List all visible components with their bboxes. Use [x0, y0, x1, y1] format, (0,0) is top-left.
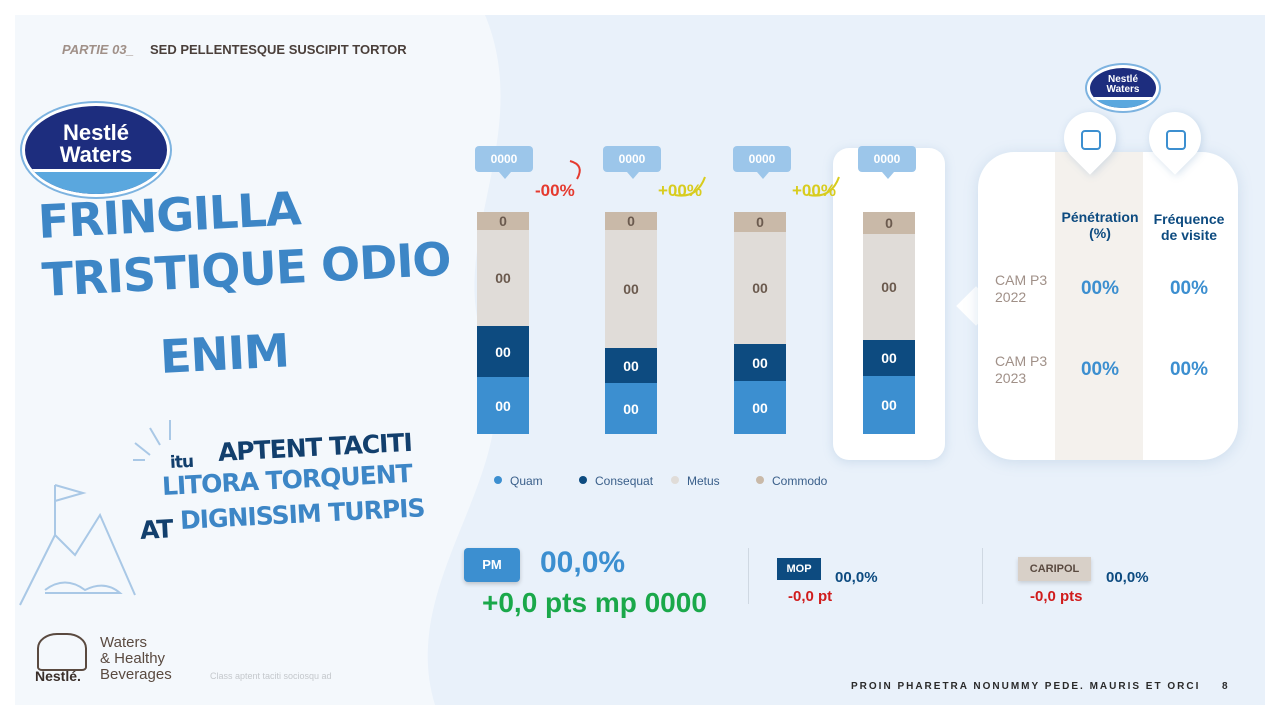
footer-note: Class aptent taciti sociosqu ad: [210, 671, 332, 681]
logo-text: Nestlé: [62, 119, 130, 145]
logo-text: Waters: [59, 141, 133, 167]
bar-segment: 0: [734, 212, 786, 232]
footer-brand: Waters: [100, 634, 147, 651]
callout: 0000: [475, 146, 533, 179]
logo-text: Waters: [1106, 84, 1140, 96]
section-label: PARTIE 03_: [62, 42, 134, 57]
nest-icon: [37, 633, 87, 671]
bar-segment: 0: [477, 212, 529, 230]
callout-pointer: [499, 172, 511, 179]
legend-dot: [579, 476, 587, 484]
change-arrow: [569, 160, 581, 180]
section-title: SED PELLENTESQUE SUSCIPIT TORTOR: [150, 42, 407, 57]
bar-segment: 00: [734, 381, 786, 434]
legend-dot: [756, 476, 764, 484]
legend-label: Commodo: [772, 474, 828, 488]
legend-dot: [671, 476, 679, 484]
change-arrow: [674, 176, 706, 197]
logo-text: Nestlé: [1107, 74, 1138, 86]
bar-segment: 00: [863, 234, 915, 340]
footer-brand: Beverages: [100, 666, 172, 683]
brand-logo: Nestlé Waters: [22, 103, 170, 197]
kpi-value: 00,0%: [540, 546, 626, 579]
kpi-delta: -0,0 pt: [788, 588, 833, 605]
bar-segment: 00: [734, 232, 786, 344]
divider: [982, 548, 983, 604]
bar-segment: 0: [605, 212, 657, 230]
callout: 0000: [603, 146, 661, 179]
panel-icon-glyph: [1166, 130, 1186, 150]
panel-value: 00%: [1080, 359, 1120, 380]
kpi-delta: +0,0 pts mp 0000: [482, 587, 707, 618]
bar-segment: 00: [863, 340, 915, 376]
kpi-badge: MOP: [777, 558, 821, 580]
kpi-value: 00,0%: [835, 569, 878, 586]
legend-label: Consequat: [595, 474, 654, 488]
footer-nestle: Nestlé.: [35, 668, 81, 684]
callout-pointer: [627, 172, 639, 179]
arrows: [569, 160, 840, 197]
change-label: +00%: [658, 181, 702, 200]
divider: [748, 548, 749, 604]
row-label: CAM P3 2023: [995, 353, 1048, 386]
row-label: CAM P3 2022: [995, 272, 1048, 305]
change-arrow: [808, 176, 840, 197]
change-label: -00%: [535, 181, 575, 200]
callout-pointer: [882, 172, 894, 179]
callout: 0000: [858, 146, 916, 179]
panel-icon-glyph: [1081, 130, 1101, 150]
legend-label: Quam: [510, 474, 543, 488]
bar-segment: 0: [863, 212, 915, 234]
callout: 0000: [733, 146, 791, 179]
bar-segment: 00: [734, 344, 786, 381]
bar-segment: 00: [605, 230, 657, 348]
change-label: +00%: [792, 181, 836, 200]
panel-value: 00%: [1080, 278, 1120, 299]
panel-value: 00%: [1169, 278, 1209, 299]
footer-tagline: PROIN PHARETRA NONUMMY PEDE. MAURIS ET O…: [851, 681, 1201, 692]
panel-value: 00%: [1169, 359, 1209, 380]
kpi-badge: CARIPOL: [1018, 557, 1091, 581]
panel-shade: [1055, 152, 1143, 460]
footer-brand: & Healthy: [100, 650, 166, 667]
column-header: Pénétration (%): [1061, 209, 1139, 241]
brand-logo: Nestlé Waters: [1087, 65, 1159, 111]
bar-segment: 00: [863, 376, 915, 434]
bar-segment: 00: [605, 348, 657, 383]
logo-wave: [1090, 96, 1156, 108]
bar-segment: 00: [477, 230, 529, 326]
legend-dot: [494, 476, 502, 484]
kpi-value: 00,0%: [1106, 569, 1149, 586]
legend-label: Metus: [687, 474, 720, 488]
column-header: Fréquence de visite: [1153, 211, 1225, 243]
bar-segment: 00: [477, 377, 529, 434]
page-number: 8: [1222, 681, 1228, 692]
slide: PARTIE 03_ SED PELLENTESQUE SUSCIPIT TORT…: [15, 15, 1265, 705]
kpi-badge: PM: [464, 548, 520, 582]
kpi-delta: -0,0 pts: [1030, 588, 1083, 605]
callout-pointer: [757, 172, 769, 179]
bar-segment: 00: [477, 326, 529, 377]
logo-wave: [25, 169, 167, 194]
bar-segment: 00: [605, 383, 657, 434]
